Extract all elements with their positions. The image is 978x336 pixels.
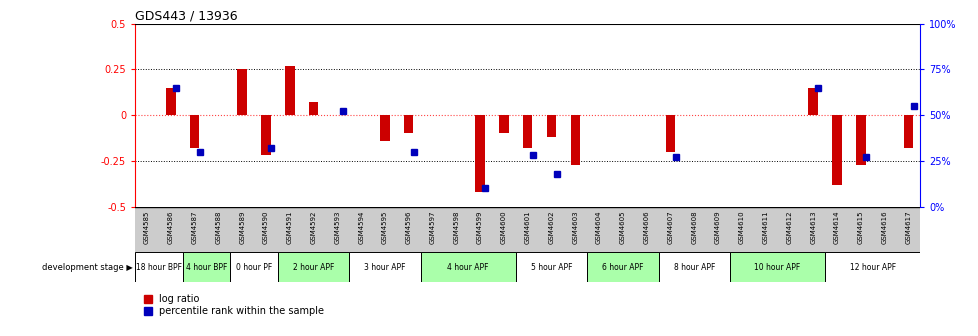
Text: GSM4601: GSM4601 <box>524 210 530 244</box>
Text: GSM4592: GSM4592 <box>310 210 316 244</box>
Text: GSM4613: GSM4613 <box>810 210 816 244</box>
Text: GSM4605: GSM4605 <box>619 210 625 244</box>
FancyBboxPatch shape <box>730 252 824 282</box>
FancyBboxPatch shape <box>658 252 730 282</box>
Text: GSM4588: GSM4588 <box>215 210 221 244</box>
Text: GSM4599: GSM4599 <box>476 210 482 244</box>
Bar <box>475 115 484 192</box>
Bar <box>831 115 841 185</box>
FancyBboxPatch shape <box>230 252 278 282</box>
Text: GSM4616: GSM4616 <box>880 210 887 244</box>
Text: GSM4606: GSM4606 <box>643 210 649 244</box>
Text: GSM4593: GSM4593 <box>334 210 340 244</box>
Text: GSM4596: GSM4596 <box>405 210 412 244</box>
FancyBboxPatch shape <box>587 252 658 282</box>
FancyBboxPatch shape <box>135 252 183 282</box>
Text: 8 hour APF: 8 hour APF <box>673 263 714 271</box>
Text: GSM4610: GSM4610 <box>738 210 744 244</box>
Text: GSM4615: GSM4615 <box>857 210 863 244</box>
Bar <box>404 115 413 133</box>
Text: GSM4598: GSM4598 <box>453 210 459 244</box>
Text: 0 hour PF: 0 hour PF <box>236 263 272 271</box>
Text: 5 hour APF: 5 hour APF <box>530 263 571 271</box>
Text: 3 hour APF: 3 hour APF <box>364 263 405 271</box>
Text: GSM4603: GSM4603 <box>572 210 578 244</box>
Text: GSM4611: GSM4611 <box>762 210 768 244</box>
Text: GSM4612: GSM4612 <box>785 210 791 244</box>
Text: development stage ▶: development stage ▶ <box>42 263 133 271</box>
FancyBboxPatch shape <box>824 252 919 282</box>
FancyBboxPatch shape <box>349 252 421 282</box>
Text: GSM4614: GSM4614 <box>833 210 839 244</box>
FancyBboxPatch shape <box>515 252 587 282</box>
Bar <box>285 66 294 115</box>
Text: 2 hour APF: 2 hour APF <box>292 263 333 271</box>
Text: GSM4591: GSM4591 <box>287 210 292 244</box>
Bar <box>238 69 246 115</box>
Bar <box>903 115 912 148</box>
Text: GSM4585: GSM4585 <box>144 210 150 244</box>
Text: GSM4587: GSM4587 <box>192 210 198 244</box>
Bar <box>570 115 579 165</box>
Bar <box>261 115 271 155</box>
Bar <box>808 88 817 115</box>
Bar <box>166 88 175 115</box>
Bar <box>855 115 865 165</box>
Bar <box>546 115 556 137</box>
Text: 4 hour APF: 4 hour APF <box>447 263 488 271</box>
Bar <box>665 115 675 152</box>
Text: GSM4607: GSM4607 <box>667 210 673 244</box>
Text: GSM4604: GSM4604 <box>596 210 601 244</box>
Text: GSM4586: GSM4586 <box>167 210 174 244</box>
Text: 18 hour BPF: 18 hour BPF <box>136 263 182 271</box>
Bar <box>308 102 318 115</box>
Bar <box>190 115 200 148</box>
Text: 10 hour APF: 10 hour APF <box>754 263 800 271</box>
Text: 12 hour APF: 12 hour APF <box>849 263 895 271</box>
Text: GSM4589: GSM4589 <box>239 210 244 244</box>
FancyBboxPatch shape <box>183 252 230 282</box>
FancyBboxPatch shape <box>421 252 515 282</box>
Bar <box>499 115 509 133</box>
Text: GSM4590: GSM4590 <box>263 210 269 244</box>
Text: GSM4594: GSM4594 <box>358 210 364 244</box>
Text: GSM4617: GSM4617 <box>905 210 911 244</box>
Text: 4 hour BPF: 4 hour BPF <box>186 263 227 271</box>
Text: 6 hour APF: 6 hour APF <box>601 263 643 271</box>
Text: GSM4597: GSM4597 <box>429 210 435 244</box>
FancyBboxPatch shape <box>278 252 349 282</box>
Bar <box>522 115 532 148</box>
Bar <box>379 115 389 141</box>
Text: GSM4600: GSM4600 <box>501 210 507 244</box>
Text: GDS443 / 13936: GDS443 / 13936 <box>135 9 238 23</box>
Legend: log ratio, percentile rank within the sample: log ratio, percentile rank within the sa… <box>140 290 328 320</box>
Text: GSM4609: GSM4609 <box>714 210 720 244</box>
Text: GSM4595: GSM4595 <box>381 210 387 244</box>
Text: GSM4608: GSM4608 <box>690 210 696 244</box>
Text: GSM4602: GSM4602 <box>548 210 554 244</box>
